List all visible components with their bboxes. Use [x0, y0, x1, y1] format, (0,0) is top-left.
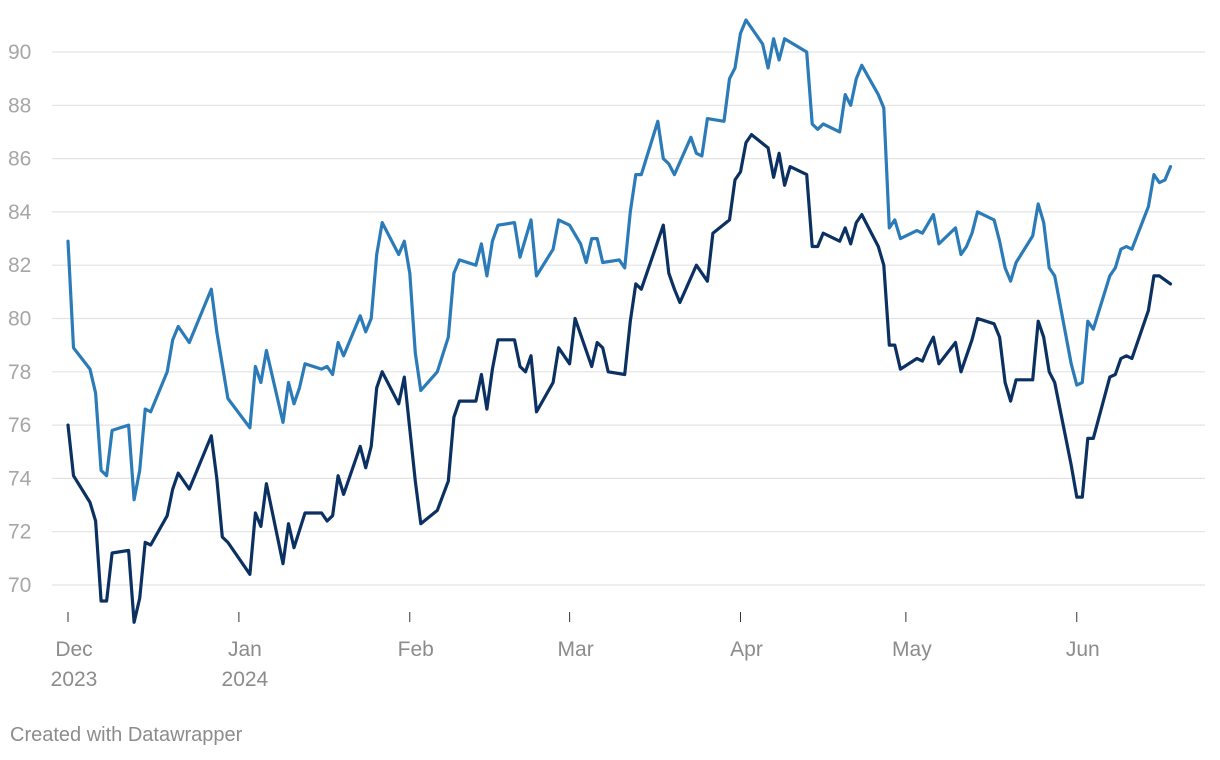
y-tick-label: 88	[8, 94, 31, 117]
y-tick-label: 76	[8, 414, 31, 437]
x-tick-label: Feb	[398, 638, 434, 661]
gridlines	[52, 51, 1205, 586]
y-axis: 70 72 74 76 78 80 82 84 86 88 90	[8, 41, 32, 597]
x-tick-label: May	[892, 638, 932, 661]
x-tick-label: Mar	[558, 638, 594, 661]
y-tick-label: 78	[8, 361, 31, 384]
y-tick-label: 72	[8, 521, 31, 544]
line-chart: 70 72 74 76 78 80 82 84 86 88 90 Dec 2023 Jan 2024 Feb…	[8, 18, 1205, 691]
x-tick-label: Apr	[730, 638, 763, 661]
x-tick-year-label: 2023	[51, 668, 98, 691]
y-tick-label: 70	[8, 574, 31, 597]
series-line-light-blue	[66, 18, 1173, 502]
y-tick-label: 84	[8, 201, 32, 224]
y-tick-label: 86	[8, 148, 31, 171]
x-tick-label: Jan	[228, 638, 262, 661]
y-tick-label: 90	[8, 41, 31, 64]
x-tick-label: Jun	[1066, 638, 1100, 661]
x-tick-label: Dec	[55, 638, 92, 661]
y-tick-label: 74	[8, 467, 32, 490]
y-tick-label: 80	[8, 308, 31, 331]
x-tick-year-label: 2024	[222, 668, 269, 691]
series-line-dark-blue	[66, 133, 1173, 624]
x-axis: Dec 2023 Jan 2024 Feb Mar Apr May Jun	[51, 612, 1100, 691]
series-lines	[66, 18, 1173, 624]
y-tick-label: 82	[8, 254, 31, 277]
datawrapper-credit: Created with Datawrapper	[10, 724, 243, 746]
